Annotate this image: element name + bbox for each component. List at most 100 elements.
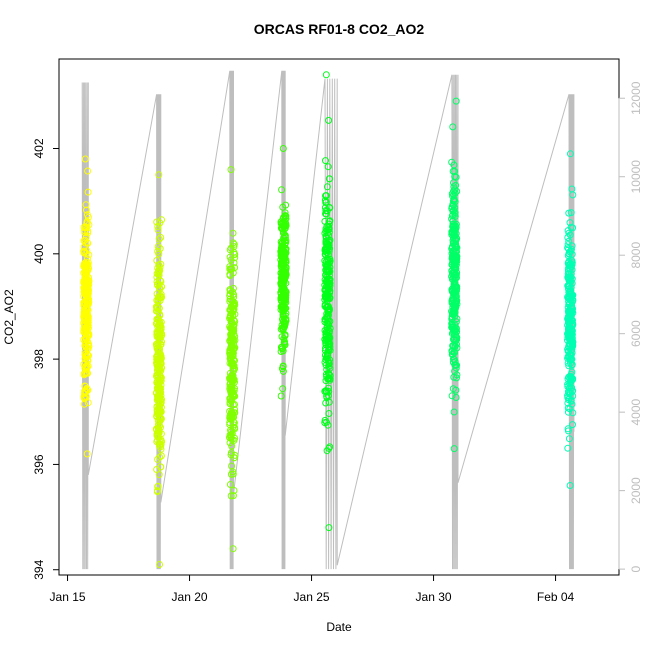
data-point <box>80 288 88 296</box>
data-point <box>227 428 235 435</box>
data-point <box>448 215 456 223</box>
flight-series-rf03 <box>226 166 239 553</box>
data-point <box>231 434 239 442</box>
x-axis-label: Date <box>326 620 352 634</box>
data-point <box>82 201 90 209</box>
y-axis-label: CO2_AO2 <box>2 289 16 345</box>
data-point <box>569 296 577 304</box>
data-point <box>568 245 575 253</box>
data-point <box>449 123 457 131</box>
data-point <box>227 451 235 459</box>
data-point <box>80 243 88 251</box>
data-point <box>277 325 285 333</box>
data-point <box>229 470 237 478</box>
data-point <box>565 435 573 443</box>
data-point <box>324 163 332 171</box>
data-point <box>278 186 286 194</box>
data-point <box>226 355 234 363</box>
y-tick-label: 394 <box>32 559 46 579</box>
data-point <box>449 328 457 336</box>
data-point <box>230 291 238 298</box>
data-point <box>280 335 288 343</box>
data-point <box>322 157 329 165</box>
data-point <box>152 307 160 315</box>
data-point <box>324 392 332 400</box>
data-point <box>325 266 333 274</box>
data-point <box>453 374 460 382</box>
data-point <box>322 234 330 242</box>
data-point <box>325 175 333 183</box>
data-point <box>156 326 164 334</box>
data-point <box>564 244 572 252</box>
data-point <box>155 359 163 367</box>
data-point <box>157 445 165 453</box>
data-point <box>229 306 237 313</box>
data-point <box>568 327 576 335</box>
data-point <box>153 278 161 286</box>
data-point <box>564 336 571 344</box>
data-point <box>450 308 458 316</box>
y2-tick-label: 8000 <box>629 242 643 269</box>
data-point <box>156 453 164 461</box>
data-point <box>153 304 161 312</box>
data-point <box>84 332 92 340</box>
data-point <box>565 237 573 245</box>
data-point <box>564 408 572 416</box>
data-point <box>156 322 164 330</box>
data-point <box>231 254 239 262</box>
data-point <box>84 322 92 330</box>
data-point <box>450 187 457 195</box>
data-point <box>564 241 572 249</box>
data-point <box>566 231 574 239</box>
data-points-layer <box>80 71 577 568</box>
data-point <box>324 369 332 377</box>
data-point <box>326 289 334 297</box>
data-point <box>230 337 238 344</box>
data-point <box>279 385 287 393</box>
data-point <box>154 384 162 392</box>
data-point <box>230 345 237 353</box>
data-point <box>81 155 89 163</box>
data-point <box>565 389 573 397</box>
y-axis-right: 0 2000 4000 6000 8000 10000 12000 <box>618 81 643 572</box>
data-point <box>226 434 234 442</box>
data-point <box>83 211 91 219</box>
data-point <box>279 310 287 318</box>
data-point <box>449 284 457 292</box>
data-point <box>155 284 163 292</box>
data-point <box>325 116 333 124</box>
data-point <box>156 219 164 227</box>
data-point <box>569 342 577 350</box>
data-point <box>81 248 89 256</box>
data-point <box>154 226 162 234</box>
data-point <box>157 353 165 361</box>
data-point <box>325 410 333 417</box>
data-point <box>84 188 92 196</box>
data-point <box>326 364 334 372</box>
data-point <box>279 238 287 246</box>
data-point <box>448 392 456 400</box>
data-point <box>321 351 329 359</box>
flight-series-rf04 <box>277 145 290 400</box>
data-point <box>568 304 576 312</box>
data-point <box>322 192 330 200</box>
y-tick-label: 398 <box>32 349 46 369</box>
x-tick-label: Jan 25 <box>294 590 330 604</box>
x-tick-label: Jan 30 <box>416 590 452 604</box>
data-point <box>448 323 456 331</box>
data-point <box>569 292 576 300</box>
data-point <box>452 220 460 228</box>
data-point <box>84 341 92 349</box>
data-point <box>156 442 163 450</box>
data-point <box>230 421 238 429</box>
data-point <box>84 300 92 308</box>
data-point <box>157 260 165 268</box>
data-point <box>231 406 239 413</box>
data-point <box>452 283 460 291</box>
data-point <box>157 443 165 451</box>
data-point <box>82 270 90 278</box>
data-point <box>156 414 163 422</box>
data-point <box>278 274 286 282</box>
data-point <box>281 232 289 239</box>
x-tick-label: Feb 04 <box>537 590 575 604</box>
